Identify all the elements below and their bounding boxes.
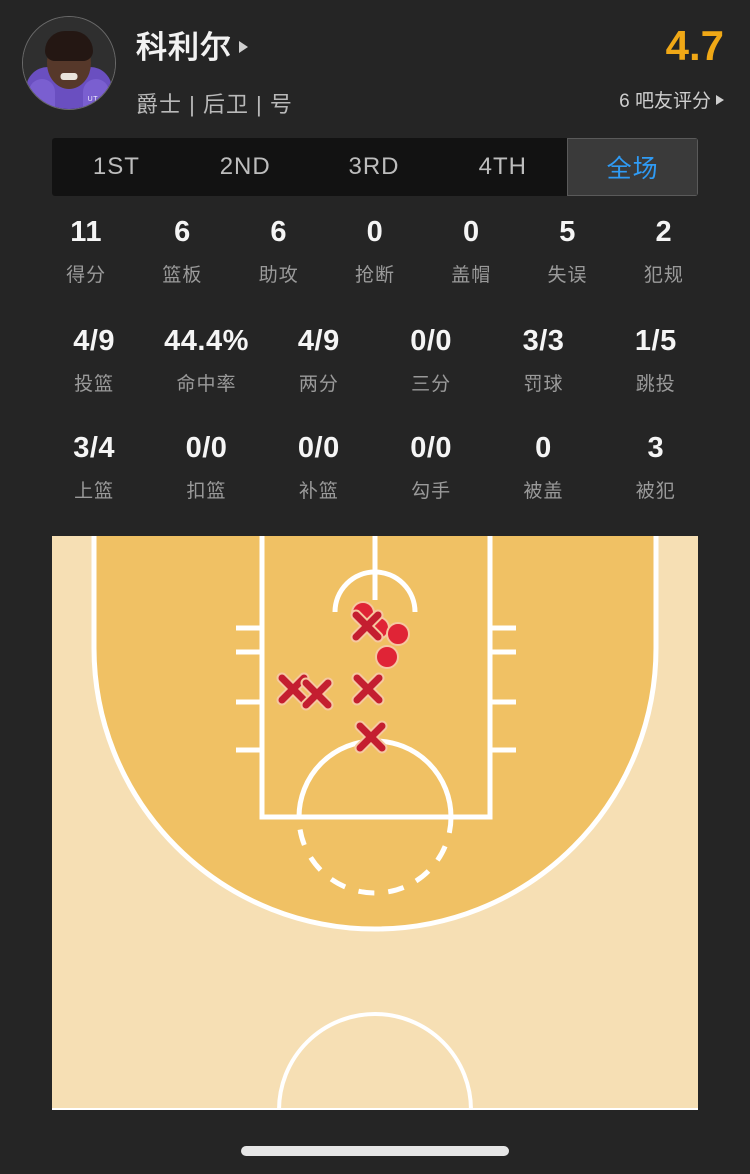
- tab-1st[interactable]: 1ST: [92, 153, 140, 180]
- stat-dunks: 0/0 扣篮: [150, 432, 262, 503]
- stat-value: 44.4%: [164, 325, 249, 357]
- stat-turnovers: 5 失误: [519, 216, 615, 287]
- player-identity: 科利尔 爵士 | 后卫 | 号: [136, 14, 293, 119]
- tab-3rd[interactable]: 3RD: [348, 153, 400, 180]
- stat-label: 助攻: [258, 265, 299, 286]
- stat-three-pointers: 0/0 三分: [375, 325, 487, 396]
- stat-field-goals: 4/9 投篮: [38, 325, 150, 396]
- stat-value: 3/3: [522, 325, 565, 357]
- tab-2nd[interactable]: 2ND: [219, 153, 271, 180]
- stat-steals: 0 抢断: [327, 216, 423, 287]
- stat-shots-blocked: 0 被盖: [487, 432, 599, 503]
- stat-value: 0: [535, 432, 552, 464]
- player-meta: 爵士 | 后卫 | 号: [136, 92, 293, 117]
- stat-jump-shots: 1/5 跳投: [600, 325, 712, 396]
- stat-label: 犯规: [643, 265, 684, 286]
- chevron-right-small-icon: [716, 94, 724, 105]
- stat-label: 三分: [411, 374, 452, 395]
- stat-value: 0: [462, 216, 480, 248]
- stat-label: 得分: [66, 265, 107, 286]
- tab-4th[interactable]: 4TH: [478, 153, 527, 180]
- stats-row-shooting: 4/9 投篮 44.4% 命中率 4/9 两分 0/0 三分 3/3 罚球 1/…: [38, 287, 712, 396]
- stat-value: 0: [366, 216, 384, 248]
- stat-label: 两分: [298, 374, 339, 395]
- stat-label: 罚球: [523, 374, 564, 395]
- missed-shot-marker[interactable]: [276, 672, 310, 706]
- stats-row-shot-types: 3/4 上篮 0/0 扣篮 0/0 补篮 0/0 勾手 0 被盖 3 被犯: [38, 396, 712, 503]
- stat-label: 盖帽: [451, 265, 492, 286]
- player-name: 科利尔: [136, 30, 232, 65]
- stat-free-throws: 3/3 罚球: [487, 325, 599, 396]
- stat-value: 5: [559, 216, 576, 248]
- chevron-right-icon: [239, 40, 248, 53]
- avatar-photo: UT: [23, 17, 115, 109]
- tab-full-game[interactable]: 全场: [567, 138, 698, 196]
- stat-fouls: 2 犯规: [616, 216, 712, 287]
- stat-value: 0/0: [410, 325, 453, 357]
- stat-putbacks: 0/0 补篮: [263, 432, 375, 503]
- stat-value: 0/0: [410, 432, 453, 464]
- missed-shot-marker[interactable]: [300, 677, 334, 711]
- made-shot-marker[interactable]: [386, 622, 410, 646]
- stat-value: 3/4: [73, 432, 116, 464]
- home-indicator: [241, 1146, 509, 1156]
- stat-value: 0/0: [297, 432, 340, 464]
- stat-assists: 6 助攻: [231, 216, 327, 287]
- jersey-logo: UT: [87, 96, 98, 103]
- stat-label: 补篮: [298, 481, 339, 502]
- period-tabs: 1ST 2ND 3RD 4TH 全场: [52, 138, 698, 196]
- missed-shot-marker[interactable]: [354, 720, 388, 754]
- player-header: UT 科利尔 爵士 | 后卫 | 号 4.7 6 吧友评分: [0, 0, 750, 128]
- stat-rebounds: 6 篮板: [134, 216, 230, 287]
- stat-value: 3: [647, 432, 665, 464]
- stat-value: 6: [270, 216, 288, 248]
- stat-label: 命中率: [176, 374, 237, 395]
- shot-markers: [276, 601, 410, 754]
- avatar[interactable]: UT: [22, 16, 116, 110]
- stat-fg-percent: 44.4% 命中率: [150, 325, 262, 396]
- stat-value: 0/0: [185, 432, 228, 464]
- stat-layups: 3/4 上篮: [38, 432, 150, 503]
- made-shot-marker[interactable]: [375, 645, 399, 669]
- stat-label: 被盖: [523, 481, 564, 502]
- court-diagram: [52, 536, 698, 1110]
- stat-blocks: 0 盖帽: [423, 216, 519, 287]
- stat-value: 4/9: [297, 325, 340, 357]
- stat-value: 2: [655, 216, 673, 248]
- stats-panel: 11 得分 6 篮板 6 助攻 0 抢断 0 盖帽 5 失误: [0, 196, 750, 503]
- stat-label: 上篮: [74, 481, 115, 502]
- stat-label: 失误: [547, 265, 588, 286]
- stat-value: 6: [174, 216, 191, 248]
- stat-two-pointers: 4/9 两分: [263, 325, 375, 396]
- player-name-row[interactable]: 科利尔: [136, 22, 293, 67]
- stat-label: 投篮: [74, 374, 115, 395]
- missed-shot-marker[interactable]: [351, 672, 385, 706]
- rating-block[interactable]: 4.7 6 吧友评分: [619, 14, 728, 113]
- stat-value: 11: [70, 216, 102, 248]
- shot-chart[interactable]: [52, 536, 698, 1110]
- stat-points: 11 得分: [38, 216, 134, 287]
- stat-value: 4/9: [73, 325, 116, 357]
- stat-label: 勾手: [411, 481, 452, 502]
- rating-subtitle: 6 吧友评分: [619, 91, 711, 112]
- rating-subtitle-row[interactable]: 6 吧友评分: [619, 86, 724, 113]
- stat-label: 抢断: [354, 265, 395, 286]
- missed-shot-marker[interactable]: [350, 609, 384, 643]
- stat-fouls-drawn: 3 被犯: [600, 432, 712, 503]
- stat-label: 篮板: [162, 265, 203, 286]
- stat-value: 1/5: [634, 325, 677, 357]
- stat-label: 扣篮: [186, 481, 227, 502]
- stats-row-basic: 11 得分 6 篮板 6 助攻 0 抢断 0 盖帽 5 失误: [38, 196, 712, 287]
- stat-hook-shots: 0/0 勾手: [375, 432, 487, 503]
- rating-value: 4.7: [665, 22, 724, 69]
- stat-label: 被犯: [635, 481, 676, 502]
- stat-label: 跳投: [635, 374, 676, 395]
